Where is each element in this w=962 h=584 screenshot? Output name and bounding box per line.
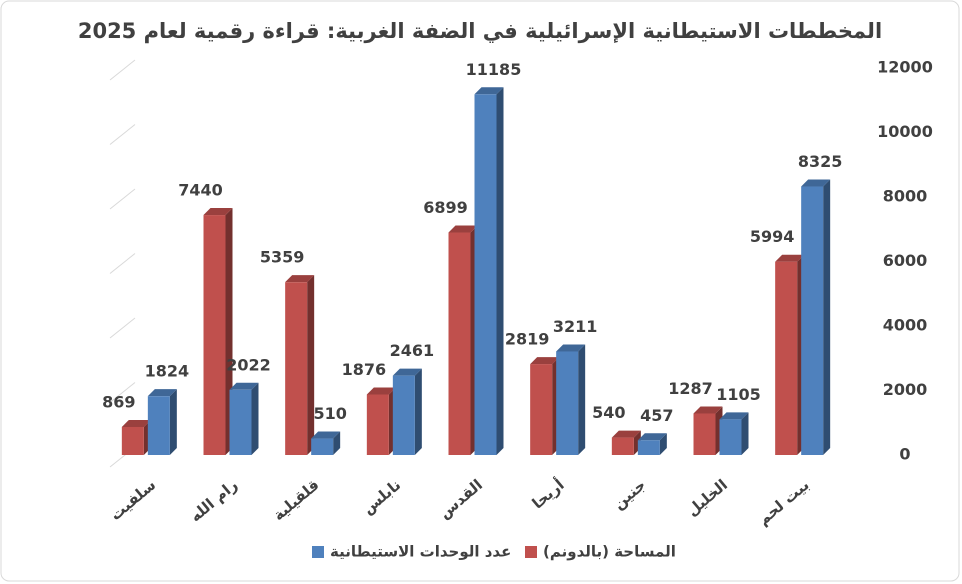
y-tick-label: 4000 [883, 316, 928, 335]
bar [775, 261, 798, 455]
chart-title: المخططات الاستيطانية الإسرائيلية في الضف… [78, 19, 882, 43]
bar-side [251, 382, 259, 455]
bar-side [307, 275, 315, 455]
y-tick-label: 2000 [883, 380, 928, 399]
bar [448, 232, 471, 455]
grid-line [109, 317, 136, 339]
bar [147, 396, 170, 455]
y-tick-label: 12000 [877, 58, 933, 77]
bar [637, 440, 660, 455]
bar [556, 351, 579, 455]
grid-line [109, 124, 136, 145]
grid-line [109, 188, 136, 210]
bar-top [392, 368, 422, 376]
bar [229, 389, 252, 455]
value-label: 457 [640, 406, 673, 425]
bar-top [637, 433, 667, 441]
value-label: 6899 [423, 198, 468, 217]
bar-top [203, 208, 233, 216]
value-label: 2461 [390, 341, 435, 360]
grid-line [109, 382, 136, 403]
value-label: 540 [592, 403, 625, 422]
bar-top [474, 87, 504, 95]
bar-side [578, 344, 586, 455]
bar-top [229, 382, 259, 390]
bar [693, 413, 716, 455]
value-label: 869 [102, 392, 135, 411]
bar-side [414, 368, 422, 455]
bar-top [556, 344, 586, 352]
bar-side [496, 87, 504, 455]
bar-side [333, 431, 341, 455]
bar-top [285, 275, 315, 283]
bar [203, 215, 226, 455]
bar-top [311, 431, 341, 439]
bar-top [530, 357, 560, 365]
legend-swatch [525, 546, 537, 558]
value-label: 5994 [750, 227, 795, 246]
bar-top [801, 179, 831, 187]
bar-side [823, 179, 831, 456]
bar [474, 94, 497, 455]
bar [719, 419, 742, 455]
grid-line [109, 59, 136, 81]
value-label: 2819 [505, 330, 550, 349]
bar [366, 394, 389, 455]
bar [392, 375, 415, 455]
bar-top [611, 430, 641, 438]
bar-side [659, 433, 667, 455]
bar [121, 426, 144, 455]
bar-top [147, 389, 177, 397]
y-tick-label: 10000 [877, 122, 933, 141]
bar [285, 282, 308, 455]
value-label: 7440 [178, 181, 223, 200]
bar-top [448, 225, 478, 233]
legend-label: عدد الوحدات الاستيطانية [330, 543, 511, 561]
bar-side [169, 389, 177, 455]
grid-line [109, 253, 136, 274]
value-label: 8325 [798, 152, 843, 171]
legend-swatch [312, 546, 324, 558]
value-label: 1824 [145, 362, 190, 381]
value-label: 1287 [668, 379, 713, 398]
y-tick-label: 0 [899, 445, 910, 464]
value-label: 5359 [260, 248, 305, 267]
bar [611, 437, 634, 455]
bar [801, 186, 824, 456]
value-label: 11185 [466, 60, 522, 79]
y-tick-label: 8000 [883, 187, 928, 206]
bar-top [693, 406, 723, 414]
bar-top [366, 387, 396, 395]
bar-top [121, 419, 151, 427]
value-label: 1105 [716, 385, 761, 404]
value-label: 510 [313, 404, 346, 423]
bar-top [775, 254, 805, 262]
bar [530, 364, 553, 455]
value-label: 3211 [553, 317, 598, 336]
bar-top [719, 412, 749, 420]
bar-side [741, 412, 749, 455]
legend-label: المساحة (بالدونم) [543, 543, 676, 561]
bar [311, 438, 334, 455]
value-label: 1876 [342, 360, 387, 379]
value-label: 2022 [226, 355, 271, 374]
y-tick-label: 6000 [883, 251, 928, 270]
